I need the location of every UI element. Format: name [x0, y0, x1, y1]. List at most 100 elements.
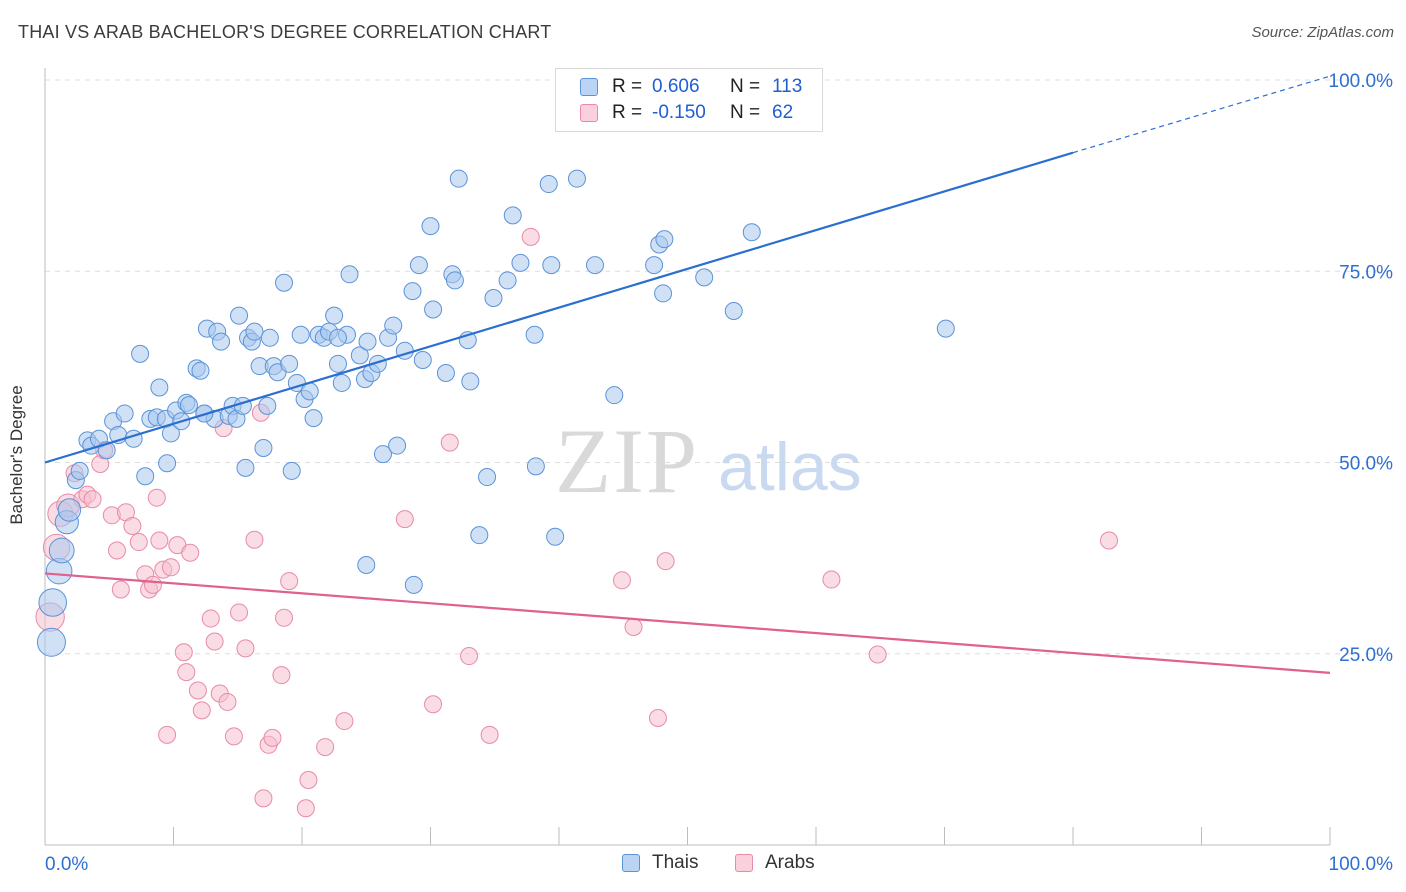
arab-point-18: [143, 575, 162, 594]
source-label: Source: ZipAtlas.com: [1251, 24, 1394, 41]
y-tick-label-1: 50.0%: [1339, 454, 1393, 475]
thai-point-71: [373, 445, 392, 464]
thai-point-61: [325, 306, 344, 325]
thai-point-5: [57, 498, 82, 522]
arab-point-51: [424, 695, 443, 714]
arab-point-55: [521, 227, 540, 246]
arab-point-28: [188, 681, 207, 700]
thai-point-102: [654, 284, 673, 303]
legend-label-arabs: Arabs: [765, 852, 815, 873]
legend-n-value: 113: [772, 76, 803, 97]
arab-point-34: [218, 692, 237, 711]
arab-point-62: [1099, 531, 1118, 550]
arab-point-15: [129, 533, 148, 552]
thai-point-83: [449, 169, 468, 188]
arab-point-11: [107, 541, 126, 560]
series-legend: Thais Arabs: [0, 852, 1406, 878]
legend-row-arabs: R = -0.150 N = 62: [580, 101, 793, 125]
arab-point-19: [147, 488, 166, 507]
thai-point-94: [542, 256, 561, 275]
thai-point-54: [291, 325, 310, 344]
trend-lines: [44, 75, 1331, 674]
thai-point-90: [503, 206, 522, 225]
thais-trend-line: [44, 151, 1074, 464]
thai-point-52: [282, 461, 301, 480]
y-tick-label-3: 100.0%: [1329, 71, 1394, 92]
legend-label-thais: Thais: [652, 852, 699, 873]
arab-point-53: [460, 647, 479, 666]
thai-point-110: [424, 300, 443, 319]
arab-point-36: [230, 603, 249, 622]
legend-swatch-thais: [622, 854, 640, 872]
arab-point-47: [296, 799, 315, 818]
thai-point-89: [498, 271, 517, 290]
legend-swatch-arabs: [580, 104, 598, 122]
legend-item-arabs: Arabs: [735, 852, 815, 874]
arab-point-20: [150, 531, 169, 550]
arab-point-26: [177, 663, 196, 682]
thai-point-98: [605, 386, 624, 405]
thai-point-68: [358, 332, 377, 351]
arabs-trend-line: [44, 572, 1331, 674]
thai-point-50: [275, 273, 294, 292]
thai-point-106: [936, 319, 955, 338]
thai-point-93: [539, 175, 558, 194]
thai-point-29: [191, 361, 210, 380]
thai-point-109: [404, 575, 423, 594]
thai-point-86: [470, 526, 489, 545]
watermark: ZIP atlas: [555, 410, 862, 512]
thai-point-43: [245, 322, 264, 341]
arab-point-14: [123, 516, 142, 535]
thai-point-87: [478, 468, 497, 487]
arab-point-54: [480, 725, 499, 744]
arab-point-59: [656, 552, 675, 571]
thai-point-91: [511, 253, 530, 272]
x-tick-label-0: 0.0%: [45, 854, 88, 875]
thai-point-74: [388, 436, 407, 455]
legend-n-label: N =: [730, 102, 761, 123]
thai-point-111: [357, 556, 376, 575]
thai-point-46: [258, 396, 277, 415]
legend-r-label: R =: [612, 102, 643, 123]
arab-point-50: [395, 510, 414, 529]
thai-point-7: [70, 461, 89, 480]
arab-point-60: [822, 570, 841, 589]
legend-item-thais: Thais: [622, 852, 698, 874]
y-tick-label-2: 75.0%: [1339, 262, 1393, 283]
legend-n-value: 62: [772, 102, 794, 123]
grid-lines: [45, 79, 1395, 655]
arab-point-25: [174, 643, 193, 662]
thai-point-16: [131, 344, 150, 363]
arab-point-27: [181, 543, 200, 562]
arab-point-52: [440, 433, 459, 452]
thai-point-15: [124, 429, 143, 448]
thai-point-88: [484, 289, 503, 308]
thai-point-47: [260, 328, 279, 347]
thai-point-99: [645, 256, 664, 275]
arab-point-42: [263, 728, 282, 747]
thai-point-76: [403, 282, 422, 301]
tick-labels: 25.0% 50.0% 75.0% 100.0% 0.0% 100.0%: [45, 71, 1393, 875]
arab-point-46: [299, 770, 318, 789]
thai-point-80: [436, 363, 455, 382]
watermark-atlas: atlas: [718, 429, 862, 505]
arab-point-12: [111, 580, 130, 599]
correlation-legend: R = 0.606 N = 113 R = -0.150 N = 62: [555, 68, 823, 132]
arab-point-45: [280, 572, 299, 591]
thai-point-38: [230, 306, 249, 325]
thai-point-0: [36, 627, 66, 657]
thai-point-85: [461, 372, 480, 391]
chart-title: THAI VS ARAB BACHELOR'S DEGREE CORRELATI…: [18, 22, 552, 42]
thai-point-65: [340, 265, 359, 284]
thai-point-66: [350, 346, 369, 365]
arab-point-29: [192, 701, 211, 720]
arab-point-49: [335, 712, 354, 731]
legend-r-value: -0.150: [652, 102, 706, 123]
thai-point-3: [48, 537, 75, 564]
thai-point-78: [413, 350, 432, 369]
axes: [44, 68, 1331, 846]
arab-point-23: [161, 558, 180, 577]
legend-n-label: N =: [730, 76, 761, 97]
legend-row-thais: R = 0.606 N = 113: [580, 75, 802, 99]
